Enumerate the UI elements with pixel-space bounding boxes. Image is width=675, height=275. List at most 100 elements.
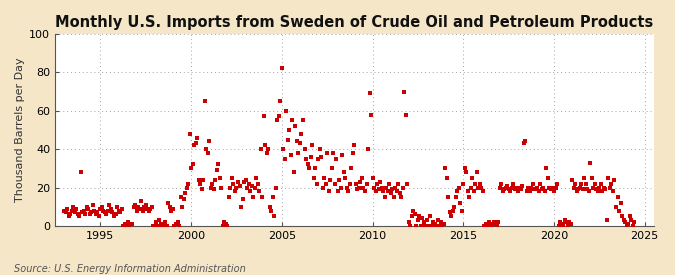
Point bbox=[299, 147, 310, 151]
Point bbox=[435, 220, 446, 224]
Point bbox=[72, 212, 83, 217]
Point bbox=[240, 178, 251, 182]
Point bbox=[468, 189, 479, 194]
Point bbox=[334, 178, 345, 182]
Point bbox=[364, 91, 375, 96]
Point bbox=[615, 201, 626, 205]
Point bbox=[193, 178, 204, 182]
Point bbox=[448, 208, 458, 213]
Point bbox=[502, 183, 512, 188]
Point bbox=[358, 185, 369, 190]
Point bbox=[348, 151, 358, 155]
Point bbox=[482, 224, 493, 228]
Point bbox=[373, 187, 384, 192]
Point bbox=[612, 195, 623, 199]
Point bbox=[431, 224, 441, 228]
Point bbox=[579, 176, 590, 180]
Point bbox=[509, 187, 520, 192]
Point bbox=[487, 224, 497, 228]
Point bbox=[410, 212, 421, 217]
Point bbox=[66, 208, 77, 213]
Point bbox=[213, 162, 223, 167]
Point bbox=[294, 141, 305, 145]
Point bbox=[77, 210, 88, 215]
Point bbox=[207, 182, 217, 186]
Point bbox=[556, 222, 567, 226]
Point bbox=[308, 176, 319, 180]
Point bbox=[124, 224, 134, 228]
Point bbox=[219, 220, 230, 224]
Point bbox=[70, 210, 80, 215]
Point bbox=[265, 205, 275, 209]
Point bbox=[426, 224, 437, 228]
Point bbox=[549, 189, 560, 194]
Point bbox=[470, 182, 481, 186]
Point bbox=[90, 212, 101, 217]
Point bbox=[544, 185, 555, 190]
Point bbox=[115, 210, 126, 215]
Point bbox=[603, 176, 614, 180]
Point bbox=[601, 218, 612, 222]
Point bbox=[316, 155, 327, 159]
Point bbox=[154, 218, 165, 222]
Point bbox=[452, 189, 462, 194]
Point bbox=[608, 189, 618, 194]
Point bbox=[321, 182, 331, 186]
Point bbox=[332, 189, 343, 194]
Point bbox=[145, 207, 156, 211]
Point bbox=[204, 139, 215, 144]
Point bbox=[186, 166, 196, 170]
Point bbox=[173, 224, 184, 228]
Point bbox=[511, 185, 522, 190]
Point bbox=[136, 199, 146, 203]
Point bbox=[571, 189, 582, 194]
Point bbox=[166, 208, 177, 213]
Point bbox=[117, 224, 128, 228]
Point bbox=[350, 182, 361, 186]
Point bbox=[526, 185, 537, 190]
Point bbox=[378, 189, 389, 194]
Point bbox=[609, 178, 620, 182]
Point bbox=[400, 112, 411, 117]
Point bbox=[412, 218, 423, 222]
Point bbox=[313, 156, 323, 161]
Point bbox=[196, 187, 207, 192]
Point bbox=[531, 187, 541, 192]
Point bbox=[543, 176, 554, 180]
Point bbox=[606, 182, 617, 186]
Point bbox=[367, 176, 378, 180]
Point bbox=[266, 208, 277, 213]
Point bbox=[580, 182, 591, 186]
Point bbox=[623, 222, 634, 226]
Point bbox=[259, 114, 269, 119]
Point bbox=[414, 214, 425, 219]
Point bbox=[369, 185, 379, 190]
Point bbox=[271, 185, 281, 190]
Point bbox=[319, 176, 329, 180]
Point bbox=[159, 224, 169, 228]
Point bbox=[304, 166, 315, 170]
Point bbox=[109, 214, 119, 219]
Point bbox=[278, 147, 289, 151]
Point bbox=[398, 185, 408, 190]
Point bbox=[506, 185, 517, 190]
Point bbox=[375, 180, 385, 184]
Point bbox=[564, 220, 574, 224]
Point bbox=[535, 182, 546, 186]
Point bbox=[418, 220, 429, 224]
Point bbox=[335, 185, 346, 190]
Point bbox=[527, 182, 538, 186]
Point bbox=[434, 224, 445, 228]
Point bbox=[589, 182, 600, 186]
Point bbox=[329, 182, 340, 186]
Point bbox=[137, 208, 148, 213]
Point bbox=[406, 214, 417, 219]
Point bbox=[343, 189, 354, 194]
Point bbox=[497, 189, 508, 194]
Point bbox=[338, 170, 349, 174]
Point bbox=[128, 205, 139, 209]
Point bbox=[583, 189, 594, 194]
Point bbox=[99, 210, 110, 215]
Point bbox=[65, 212, 76, 217]
Point bbox=[86, 210, 97, 215]
